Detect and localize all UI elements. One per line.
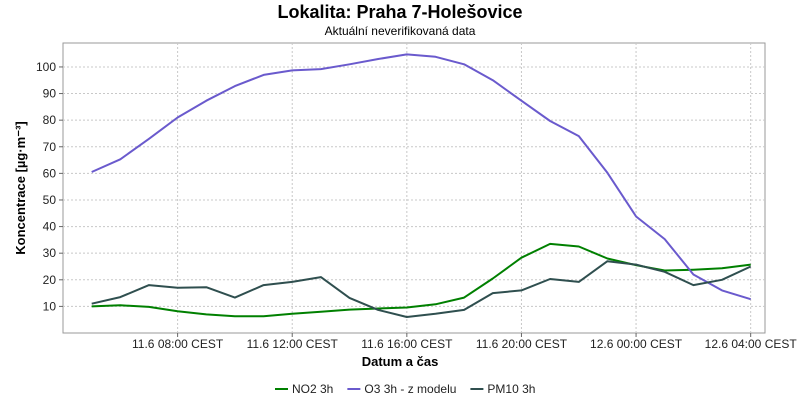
y-tick-label: 80: [43, 113, 57, 127]
legend: NO2 3h O3 3h - z modelu PM10 3h: [275, 382, 535, 396]
x-tick-label: 11.6 16:00 CEST: [361, 337, 453, 351]
y-tick-label: 30: [43, 246, 57, 260]
chart-subtitle: Aktuální neverifikovaná data: [325, 24, 476, 38]
legend-label: NO2 3h: [292, 382, 333, 396]
x-tick-label: 11.6 12:00 CEST: [247, 337, 339, 351]
x-tick-label: 12.6 00:00 CEST: [590, 337, 683, 351]
legend-item: O3 3h - z modelu: [347, 382, 456, 396]
y-tick-label: 60: [43, 166, 57, 180]
x-axis-label: Datum a čas: [362, 354, 439, 369]
y-axis-label: Koncentrace [µg·m⁻³]: [13, 121, 28, 255]
plot-area: [62, 42, 766, 334]
x-tick-label: 11.6 08:00 CEST: [132, 337, 224, 351]
chart-title: Lokalita: Praha 7-Holešovice: [277, 2, 522, 22]
y-tick-label: 70: [43, 140, 57, 154]
series-lines: [91, 53, 752, 318]
legend-item: PM10 3h: [470, 382, 535, 396]
y-axis-ticks: 10 20 30 40 50 60 70 80 90 100: [36, 60, 63, 313]
y-tick-label: 20: [43, 273, 57, 287]
y-tick-label: 100: [36, 60, 56, 74]
legend-label: O3 3h - z modelu: [364, 382, 456, 396]
y-tick-label: 40: [43, 220, 57, 234]
x-tick-label: 11.6 20:00 CEST: [476, 337, 568, 351]
series-line-2: [91, 260, 752, 318]
legend-item: NO2 3h: [275, 382, 333, 396]
x-tick-label: 12.6 04:00 CEST: [705, 337, 798, 351]
grid: [63, 43, 765, 333]
y-tick-label: 50: [43, 193, 57, 207]
x-axis-ticks: 11.6 08:00 CEST 11.6 12:00 CEST 11.6 16:00…: [132, 333, 797, 351]
series-line-1: [91, 53, 751, 301]
y-tick-label: 90: [43, 87, 57, 101]
legend-label: PM10 3h: [487, 382, 535, 396]
y-tick-label: 10: [43, 299, 57, 313]
